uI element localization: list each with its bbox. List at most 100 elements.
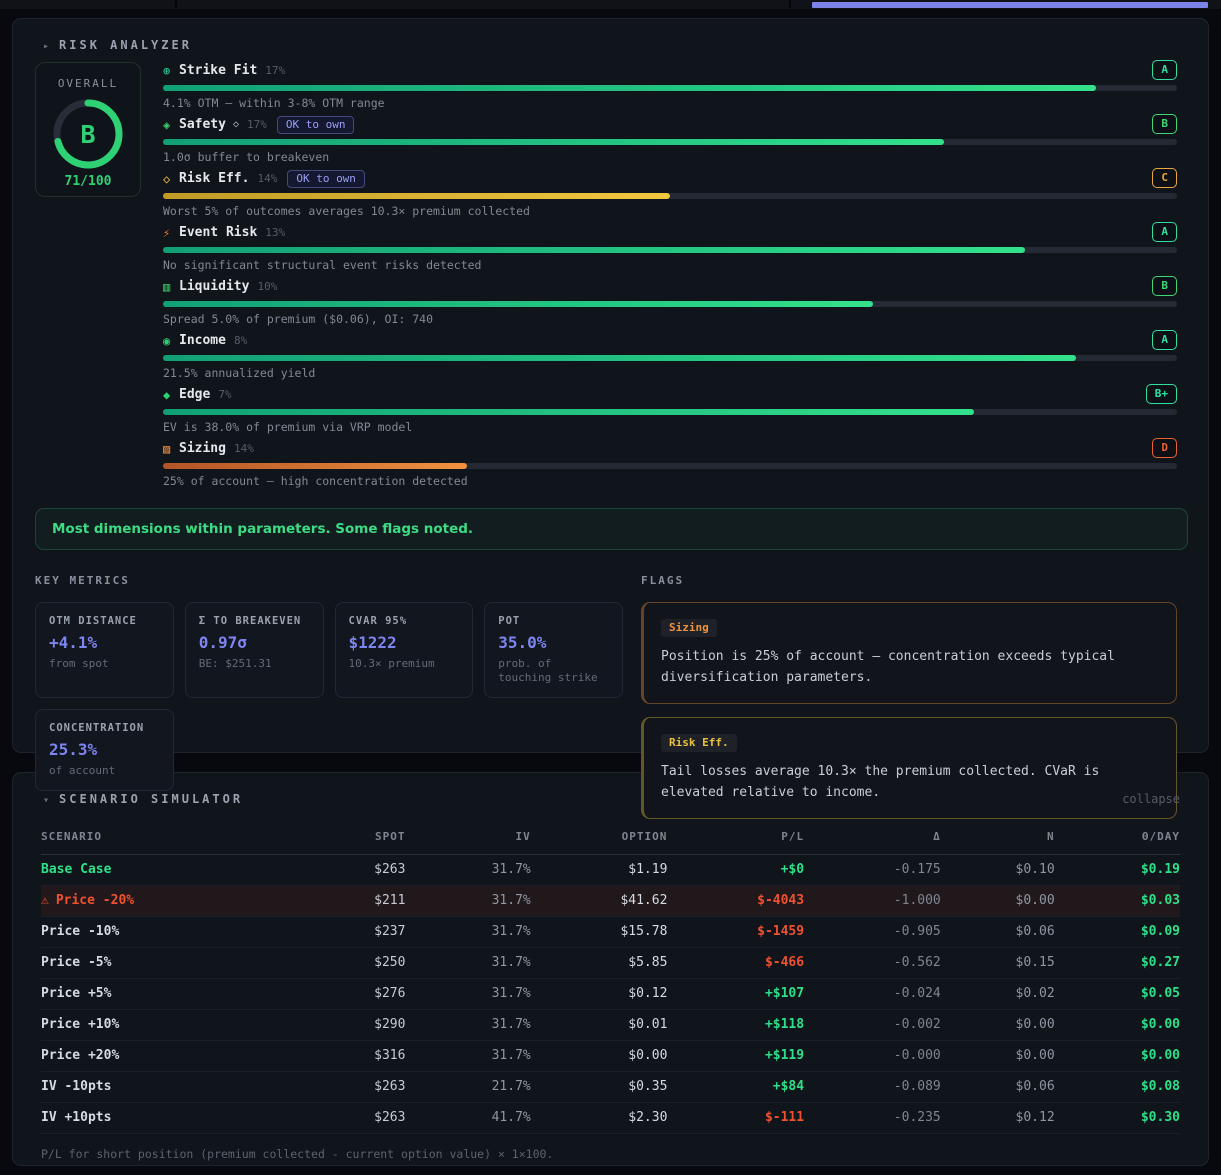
scenario-row[interactable]: Price +5% $276 31.7% $0.12 +$107 -0.024 … xyxy=(41,979,1180,1010)
flags-title: FLAGS xyxy=(641,574,1177,587)
flag-tag: Risk Eff. xyxy=(661,734,737,752)
iv-value: 31.7% xyxy=(405,979,530,1010)
dimension-subtext: EV is 38.0% of premium via VRP model xyxy=(163,420,1177,434)
scenario-row[interactable]: Price -10% $237 31.7% $15.78 $-1459 -0.9… xyxy=(41,917,1180,948)
metric-label: POT xyxy=(498,615,609,627)
score-bar-fill xyxy=(163,355,1076,361)
scenario-name: ⚠Price -20% xyxy=(41,886,314,917)
diamond-icon: ◆ xyxy=(163,388,179,402)
scenario-row[interactable]: Price +10% $290 31.7% $0.01 +$118 -0.002… xyxy=(41,1010,1180,1041)
delta-value: -0.002 xyxy=(804,1010,941,1041)
risk-analyzer-header[interactable]: ▸ RISK ANALYZER xyxy=(13,19,1208,52)
dimension-weight: 10% xyxy=(257,280,277,293)
collapse-link[interactable]: collapse xyxy=(1122,792,1180,806)
theta-value: $0.30 xyxy=(1055,1103,1180,1134)
risk-dimension-row: ◉ Income 8% A 21.5% annualized yield xyxy=(163,332,1177,386)
metric-sub: 10.3× premium xyxy=(349,657,460,671)
scenario-row[interactable]: IV +10pts $263 41.7% $2.30 $-111 -0.235 … xyxy=(41,1103,1180,1134)
flag-card-sizing: Sizing Position is 25% of account — conc… xyxy=(641,602,1177,704)
metric-card-sigma-to-breakeven: Σ TO BREAKEVEN 0.97σ BE: $251.31 xyxy=(185,602,324,698)
theta-value: $0.19 xyxy=(1055,855,1180,886)
theta-value: $0.00 xyxy=(1055,1041,1180,1072)
iv-value: 31.7% xyxy=(405,886,530,917)
n-value: $0.02 xyxy=(941,979,1055,1010)
overall-label: OVERALL xyxy=(58,77,118,90)
scenario-name: Price +10% xyxy=(41,1010,314,1041)
grid-icon: ▥ xyxy=(163,280,179,294)
pl-value: $-1459 xyxy=(667,917,804,948)
metric-value: 35.0% xyxy=(498,633,609,652)
ok-to-own-badge: OK to own xyxy=(277,116,355,134)
dimension-subtext: Spread 5.0% of premium ($0.06), OI: 740 xyxy=(163,312,1177,326)
grade-badge: A xyxy=(1152,222,1177,242)
theta-value: $0.03 xyxy=(1055,886,1180,917)
option-value: $0.35 xyxy=(531,1072,668,1103)
score-bar-track xyxy=(163,247,1177,253)
score-bar-track xyxy=(163,193,1177,199)
risk-dimension-row: ◆ Edge 7% B+ EV is 38.0% of premium via … xyxy=(163,386,1177,440)
top-tab-strip xyxy=(0,0,1221,9)
scenario-name: Price +5% xyxy=(41,979,314,1010)
metric-sub: of account xyxy=(49,764,160,778)
pl-value: $-111 xyxy=(667,1103,804,1134)
chart-square-icon: ▨ xyxy=(163,442,179,456)
option-value: $41.62 xyxy=(531,886,668,917)
flags-section: FLAGS Sizing Position is 25% of account … xyxy=(641,574,1177,832)
key-metrics-title: KEY METRICS xyxy=(35,574,623,587)
n-value: $0.00 xyxy=(941,1041,1055,1072)
tab-divider xyxy=(789,0,791,8)
scenario-row[interactable]: ⚠Price -20% $211 31.7% $41.62 $-4043 -1.… xyxy=(41,886,1180,917)
delta-value: -0.905 xyxy=(804,917,941,948)
score-bar-track xyxy=(163,139,1177,145)
score-bar-fill xyxy=(163,193,670,199)
dimension-name: Liquidity xyxy=(179,279,249,294)
delta-value: -0.235 xyxy=(804,1103,941,1134)
risk-dimensions-list: ⊕ Strike Fit 17% A 4.1% OTM — within 3-8… xyxy=(163,62,1177,494)
pl-value: +$84 xyxy=(667,1072,804,1103)
dimension-name: Safety xyxy=(179,117,226,132)
delta-value: -0.562 xyxy=(804,948,941,979)
risk-dimension-row: ◈ Safety ◇ 17% OK to own B 1.0σ buffer t… xyxy=(163,116,1177,170)
metric-card-concentration: CONCENTRATION 25.3% of account xyxy=(35,709,174,791)
dimension-weight: 17% xyxy=(265,64,285,77)
flag-text: Tail losses average 10.3× the premium co… xyxy=(661,761,1159,803)
scenario-table: SCENARIO SPOT IV OPTION P/L Δ N Θ/DAY Ba… xyxy=(41,821,1180,1134)
risk-dimension-row: ▥ Liquidity 10% B Spread 5.0% of premium… xyxy=(163,278,1177,332)
spot-value: $211 xyxy=(314,886,405,917)
scenario-row[interactable]: Price -5% $250 31.7% $5.85 $-466 -0.562 … xyxy=(41,948,1180,979)
scenario-row[interactable]: Price +20% $316 31.7% $0.00 +$119 -0.000… xyxy=(41,1041,1180,1072)
collapse-triangle-icon: ▾ xyxy=(43,795,49,806)
spot-value: $237 xyxy=(314,917,405,948)
sparkle-icon: ◇ xyxy=(233,119,239,130)
metric-value: 25.3% xyxy=(49,740,160,759)
metric-label: CVAR 95% xyxy=(349,615,460,627)
risk-dimension-row: ▨ Sizing 14% D 25% of account — high con… xyxy=(163,440,1177,494)
risk-dimension-row: ⊕ Strike Fit 17% A 4.1% OTM — within 3-8… xyxy=(163,62,1177,116)
iv-value: 31.7% xyxy=(405,917,530,948)
theta-value: $0.00 xyxy=(1055,1010,1180,1041)
dimension-weight: 14% xyxy=(257,172,277,185)
dimension-weight: 7% xyxy=(218,388,231,401)
grade-badge: B+ xyxy=(1146,384,1177,404)
active-tab-indicator[interactable] xyxy=(812,2,1208,8)
n-value: $0.15 xyxy=(941,948,1055,979)
dimension-weight: 17% xyxy=(247,118,267,131)
ok-to-own-badge: OK to own xyxy=(287,170,365,188)
scenario-name: Base Case xyxy=(41,855,314,886)
dimension-subtext: 21.5% annualized yield xyxy=(163,366,1177,380)
option-value: $1.19 xyxy=(531,855,668,886)
grade-badge: C xyxy=(1152,168,1177,188)
scenario-row[interactable]: IV -10pts $263 21.7% $0.35 +$84 -0.089 $… xyxy=(41,1072,1180,1103)
tab-divider xyxy=(175,0,177,8)
grade-badge: A xyxy=(1152,60,1177,80)
delta-value: -0.024 xyxy=(804,979,941,1010)
option-value: $0.00 xyxy=(531,1041,668,1072)
iv-value: 21.7% xyxy=(405,1072,530,1103)
metric-card-pot: POT 35.0% prob. of touching strike xyxy=(484,602,623,698)
score-bar-track xyxy=(163,463,1177,469)
dimension-name: Sizing xyxy=(179,441,226,456)
spot-value: $290 xyxy=(314,1010,405,1041)
metric-sub: BE: $251.31 xyxy=(199,657,310,671)
delta-value: -0.175 xyxy=(804,855,941,886)
scenario-row[interactable]: Base Case $263 31.7% $1.19 +$0 -0.175 $0… xyxy=(41,855,1180,886)
